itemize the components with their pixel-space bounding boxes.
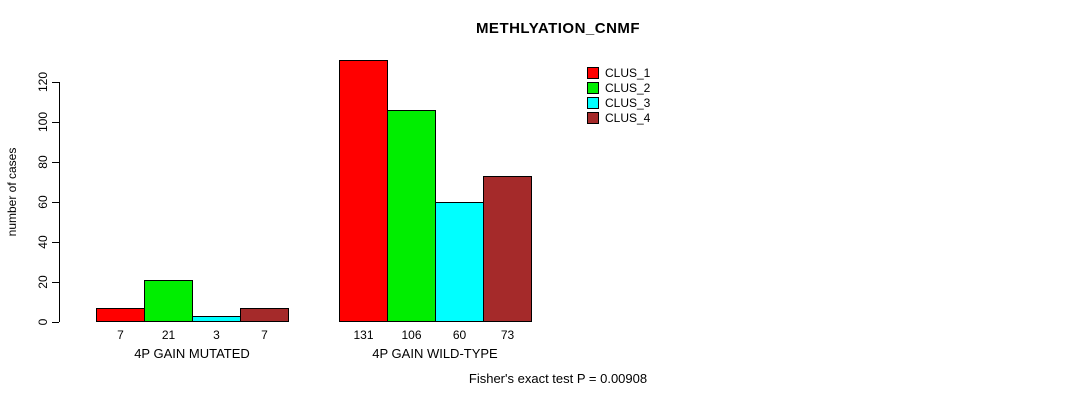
bar-clus_2-group2 <box>387 110 436 322</box>
chart-title: METHLYATION_CNMF <box>475 20 641 37</box>
y-tick-label: 20 <box>36 275 50 289</box>
y-tick-label: 60 <box>36 195 50 209</box>
bar-value-label: 106 <box>401 328 422 342</box>
bar-clus_3-group2 <box>435 202 484 322</box>
legend-swatch-icon <box>587 97 599 109</box>
legend-label: CLUS_4 <box>605 111 651 125</box>
y-tick <box>52 82 59 83</box>
legend-swatch-icon <box>587 112 599 124</box>
bar-value-label: 21 <box>161 328 176 342</box>
bar-clus_1-group2 <box>339 60 388 322</box>
category-label: 4P GAIN MUTATED <box>134 346 250 361</box>
bar-clus_4-group1 <box>240 308 289 322</box>
bar-value-label: 7 <box>261 328 268 342</box>
bar-value-label: 60 <box>452 328 467 342</box>
y-tick <box>52 282 59 283</box>
bar-value-label: 3 <box>213 328 220 342</box>
y-tick-label: 120 <box>36 71 50 93</box>
legend-swatch-icon <box>587 67 599 79</box>
y-tick-label: 100 <box>36 111 50 133</box>
bar-clus_1-group1 <box>96 308 145 322</box>
y-tick <box>52 322 59 323</box>
y-tick <box>52 202 59 203</box>
legend-label: CLUS_1 <box>605 66 651 80</box>
category-label: 4P GAIN WILD-TYPE <box>372 346 498 361</box>
y-tick <box>52 162 59 163</box>
bar-value-label: 7 <box>117 328 124 342</box>
y-tick-label: 0 <box>36 318 50 326</box>
y-tick <box>52 122 59 123</box>
y-axis-title: number of cases <box>5 147 19 237</box>
legend-label: CLUS_2 <box>605 81 651 95</box>
y-tick-label: 40 <box>36 235 50 249</box>
bar-value-label: 73 <box>500 328 515 342</box>
legend-swatch-icon <box>587 82 599 94</box>
y-tick <box>52 242 59 243</box>
bar-value-label: 131 <box>353 328 374 342</box>
fisher-test-annotation: Fisher's exact test P = 0.00908 <box>468 371 648 386</box>
y-tick-label: 80 <box>36 155 50 169</box>
bar-clus_4-group2 <box>483 176 532 322</box>
bar-clus_3-group1 <box>192 316 241 322</box>
legend-label: CLUS_3 <box>605 96 651 110</box>
bar-clus_2-group1 <box>144 280 193 322</box>
y-axis-line <box>59 82 60 322</box>
